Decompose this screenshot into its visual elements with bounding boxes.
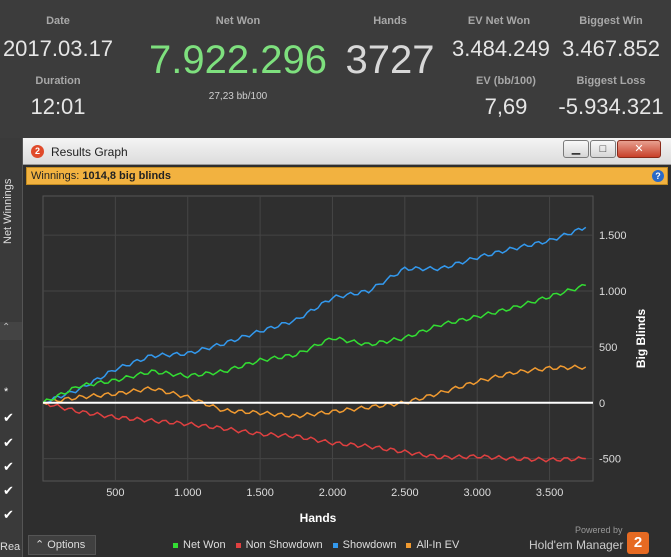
series-line-net-won [42,283,586,404]
checkbox-checked[interactable]: ✔ [3,507,14,522]
window-titlebar[interactable]: 2 Results Graph ▁ □ ✕ [23,138,671,165]
legend-swatch [332,542,338,548]
plot-background [42,195,594,482]
legend-label: Net Won [183,539,226,551]
y-tick-label: 1.000 [599,286,627,298]
legend-label: All-In EV [416,539,460,551]
bottom-bar: ⌃ Options Net Won Non Showdown Showdown All… [23,525,671,557]
ev-bb100-value: 7,69 [484,94,528,119]
duration-label: Duration [35,75,81,87]
checkbox-checked[interactable]: ✔ [3,435,14,450]
maximize-button[interactable]: □ [590,140,616,158]
biggest-win-label: Biggest Win [579,15,643,27]
winnings-bar: Winnings: 1014,8 big blinds ? [26,167,668,185]
legend-label: Showdown [342,539,397,551]
y-tick-label: 500 [599,342,617,354]
window-title: Results Graph [51,145,128,159]
left-rea-label: Rea [0,541,21,553]
biggest-loss-label: Biggest Loss [576,75,646,87]
legend-label: Non Showdown [245,539,323,551]
brand-name: Hold'em Manager [529,538,624,552]
series-line-showdown [42,226,587,404]
x-tick-label: 2.500 [391,487,419,499]
net-won-label: Net Won [215,15,261,27]
chevron-up-icon: ⌃ [35,539,45,551]
help-icon[interactable]: ? [652,170,664,182]
winnings-summary: Winnings: 1014,8 big blinds [31,170,171,182]
net-won-value: 7.922.296 [149,38,327,82]
app-logo-icon: 2 [31,145,44,158]
legend-item-all-in-ev[interactable]: All-In EV [406,539,459,551]
left-side-panel [0,138,24,557]
y-axis-title: Big Blinds [634,309,648,369]
legend-item-non-showdown[interactable]: Non Showdown [235,539,323,551]
winnings-prefix: Winnings: [31,170,80,182]
left-star-marker: * [4,386,9,398]
x-axis-title: Hands [300,511,337,525]
left-collapse-button[interactable]: ⌃ [0,322,22,340]
duration-value: 12:01 [30,94,86,119]
ev-net-won-value: 3.484.249 [452,36,550,61]
x-tick-label: 1.000 [174,487,202,499]
checkbox-checked[interactable]: ✔ [3,459,14,474]
biggest-loss-value: -5.934.321 [558,94,664,119]
y-tick-label: -500 [599,454,621,466]
minimize-button[interactable]: ▁ [563,140,589,158]
series-line-all-in-ev [42,364,587,419]
results-graph-window: 2 Results Graph ▁ □ ✕ Winnings: 1014,8 b… [22,138,671,557]
chevron-up-icon: ⌃ [2,322,11,333]
options-label: Options [47,539,86,551]
biggest-win-value: 3.467.852 [562,36,660,61]
chart-legend: Net Won Non Showdown Showdown All-In EV [173,539,469,551]
powered-by-label: Powered by [575,525,623,535]
series-line-non-showdown [43,402,586,463]
legend-swatch [235,542,241,548]
legend-item-net-won[interactable]: Net Won [173,539,226,551]
brand-logo-icon: 2 [627,532,649,554]
x-tick-label: 3.000 [463,487,491,499]
x-tick-label: 500 [106,487,124,499]
minimize-icon: ▁ [571,143,581,155]
stats-panel: Date 2017.03.17 Duration 12:01 Net Won 7… [0,0,671,138]
y-tick-label: 1.500 [599,230,627,242]
legend-swatch [173,542,178,548]
y-tick-label: 0 [599,398,605,410]
close-icon: ✕ [634,143,644,155]
x-tick-label: 1.500 [246,487,274,499]
maximize-icon: □ [599,143,607,155]
hands-value: 3727 [345,38,435,82]
checkbox-checked[interactable]: ✔ [3,410,14,425]
ev-net-won-label: EV Net Won [467,15,531,27]
x-tick-label: 2.000 [319,487,347,499]
checkbox-checked[interactable]: ✔ [3,483,14,498]
date-label: Date [46,15,70,27]
close-button[interactable]: ✕ [617,140,661,158]
options-button[interactable]: ⌃ Options [28,535,96,555]
bb-per-100-value: 27,23 bb/100 [208,91,268,102]
results-chart: 500 1.000 1.500 2.000 2.500 3.000 3.500 1.500 1.… [23,186,671,531]
ev-bb100-label: EV (bb/100) [476,75,536,87]
net-winnings-tab[interactable]: Net Winnings [0,160,16,250]
net-winnings-tab-label: Net Winnings [2,178,14,244]
legend-swatch [406,542,412,548]
date-value: 2017.03.17 [2,36,114,61]
results-chart-svg: 500 1.000 1.500 2.000 2.500 3.000 3.500 1.500 1.… [42,195,648,525]
x-tick-label: 3.500 [536,487,564,499]
winnings-value: 1014,8 big blinds [82,170,171,182]
hands-label: Hands [373,15,407,27]
legend-item-showdown[interactable]: Showdown [332,539,397,551]
